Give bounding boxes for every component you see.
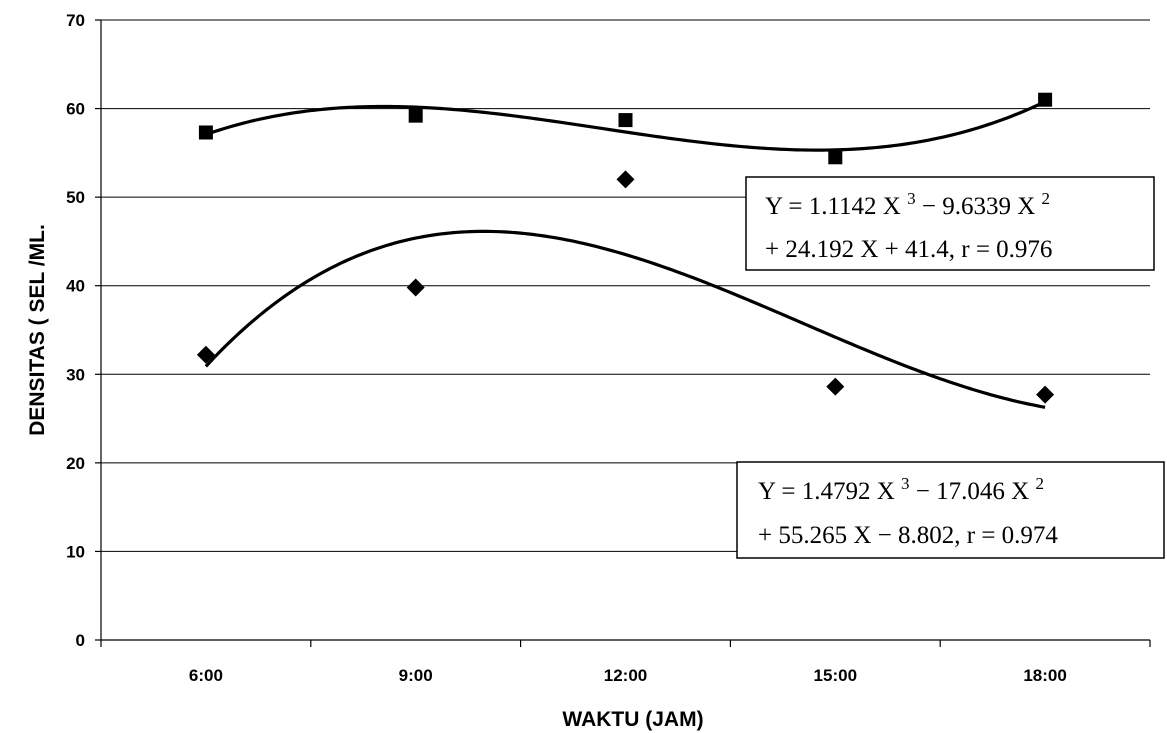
y-tick-label: 70: [66, 11, 85, 30]
y-tick-label: 40: [66, 277, 85, 296]
x-tick-label: 15:00: [814, 666, 857, 685]
y-tick-labels: 0 10 20 30 40 50 60 70: [66, 11, 85, 650]
marker-diamond: [406, 278, 425, 297]
marker-diamond: [616, 170, 635, 189]
data-markers: [196, 92, 1055, 404]
gridlines: [101, 19, 1150, 552]
equation-upper-line1: Y = 1.1142 X 3 − 9.6339 X 2: [765, 189, 1050, 220]
trendline-series-2: [204, 229, 1046, 409]
y-tick-label: 60: [66, 100, 85, 119]
equation-box-upper: Y = 1.1142 X 3 − 9.6339 X 2 + 24.192 X +…: [745, 176, 1155, 271]
marker-diamond: [826, 377, 845, 396]
x-tick-label: 18:00: [1023, 666, 1066, 685]
marker-square: [198, 125, 213, 140]
marker-diamond: [196, 345, 215, 364]
equation-lower-line1: Y = 1.4792 X 3 − 17.046 X 2: [758, 474, 1044, 505]
trendline-series-1: [205, 100, 1046, 152]
marker-diamond: [1036, 385, 1055, 404]
x-axis-title: WAKTU (JAM): [562, 708, 703, 731]
axes: [95, 19, 1151, 647]
y-tick-label: 0: [76, 631, 85, 650]
x-tick-labels: 6:00 9:00 12:00 15:00 18:00: [189, 666, 1067, 685]
marker-square: [408, 108, 423, 123]
y-tick-label: 20: [66, 454, 85, 473]
equation-box-upper-frame: [745, 176, 1155, 271]
y-axis-title: DENSITAS ( SEL /ML.: [26, 224, 49, 436]
y-tick-label: 10: [66, 542, 85, 561]
trendlines: [204, 100, 1046, 409]
equation-box-lower-frame: [736, 461, 1165, 559]
y-tick-label: 50: [66, 188, 85, 207]
x-tick-label: 12:00: [604, 666, 647, 685]
equation-upper-line2: + 24.192 X + 41.4, r = 0.976: [765, 236, 1052, 263]
marker-square: [1038, 92, 1053, 107]
x-tick-label: 9:00: [399, 666, 433, 685]
marker-square: [828, 150, 843, 165]
x-tick-label: 6:00: [189, 666, 223, 685]
equation-box-lower: Y = 1.4792 X 3 − 17.046 X 2 + 55.265 X −…: [736, 461, 1165, 559]
marker-square: [618, 113, 633, 128]
y-tick-label: 30: [66, 365, 85, 384]
equation-lower-line2: + 55.265 X − 8.802, r = 0.974: [758, 522, 1058, 549]
